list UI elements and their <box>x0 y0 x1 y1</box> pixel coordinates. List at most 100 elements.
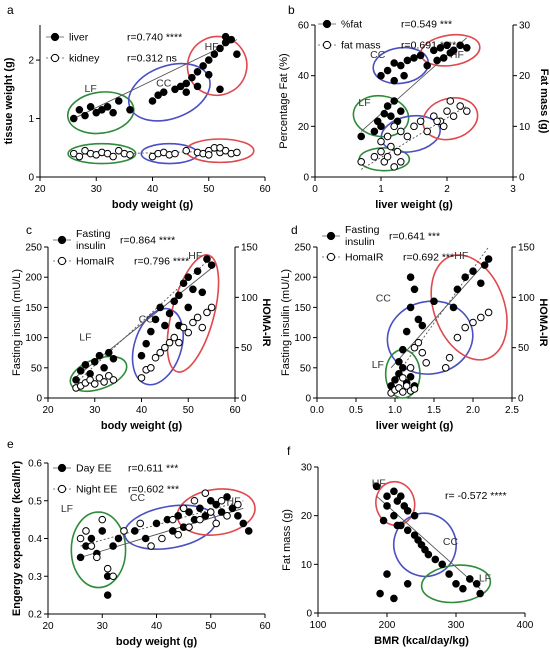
data-point-filled <box>463 44 471 52</box>
group-label-cc: CC <box>443 536 459 548</box>
data-point-filled <box>443 41 451 50</box>
data-point-filled <box>433 56 441 65</box>
y2-tick-label: 0 <box>518 394 524 405</box>
data-point-open <box>463 107 471 115</box>
data-point-filled <box>86 103 95 111</box>
x-tick-label: 30 <box>89 405 101 416</box>
data-point-filled <box>383 492 391 501</box>
group-label-hf: HF <box>188 250 202 262</box>
data-point-filled <box>168 527 177 535</box>
correlation-label: r=0.602 *** <box>128 484 179 496</box>
x-tick-label: 20 <box>34 184 46 195</box>
y-tick-label: 100 <box>294 333 311 344</box>
legend-label: %fat <box>341 19 362 31</box>
data-point-open <box>75 152 84 161</box>
data-point-filled <box>373 117 382 126</box>
data-point-open <box>98 515 107 524</box>
y-tick-label: 50 <box>31 363 43 374</box>
y2-axis-title: HOMA-IR <box>537 298 549 346</box>
trend-line <box>390 258 489 369</box>
data-point-filled <box>69 114 78 123</box>
data-point-filled <box>423 61 432 70</box>
data-point-filled <box>103 591 112 599</box>
data-point-filled <box>114 97 123 105</box>
data-point-open <box>469 318 477 327</box>
data-point-filled <box>188 73 196 82</box>
data-point-filled <box>76 553 85 562</box>
data-point-open <box>357 158 366 166</box>
panel-letter: f <box>287 444 291 458</box>
data-point-filled <box>372 482 381 491</box>
y2-tick-label: 0 <box>519 173 525 184</box>
data-point-open <box>151 353 160 362</box>
data-point-open <box>399 388 407 396</box>
group-label-lf: LF <box>358 97 370 109</box>
data-point-open <box>217 496 226 505</box>
data-point-filled <box>472 580 481 588</box>
legend-label: insulin <box>345 236 375 248</box>
legend-marker-filled <box>57 235 67 245</box>
y-tick-label: 0 <box>303 173 309 184</box>
chart-panel-a: a 20 30 40 50 60 0 1 2 body weight (g) tissue weig… <box>3 3 271 211</box>
data-point-filled <box>147 327 155 336</box>
data-point-filled <box>403 526 412 535</box>
data-point-filled <box>184 273 193 282</box>
y-tick-label: 50 <box>300 363 312 374</box>
data-point-open <box>453 333 462 342</box>
legend-label: fat mass <box>341 40 381 52</box>
data-point-open <box>126 150 134 159</box>
data-point-filled <box>185 508 193 516</box>
data-point-filled <box>376 589 384 598</box>
y-tick-label: 0.6 <box>28 459 42 470</box>
data-point-open <box>185 523 193 531</box>
y-tick-label: 200 <box>294 273 311 284</box>
data-point-filled <box>199 62 207 70</box>
data-point-open <box>76 534 85 543</box>
data-point-open <box>87 542 96 550</box>
correlation-label: r=0.864 **** <box>120 235 175 247</box>
data-point-filled <box>228 504 237 513</box>
data-point-filled <box>390 76 399 85</box>
x-tick-label: 30 <box>97 621 109 632</box>
y-tick-label: 0 <box>306 609 312 620</box>
x-tick-label: 20 <box>42 621 54 632</box>
data-point-open <box>393 147 402 156</box>
data-point-filled <box>175 291 183 300</box>
y-tick-label: 0.3 <box>28 572 42 583</box>
legend-label: Day EE <box>76 463 112 475</box>
x-tick-label: 2.0 <box>466 405 480 416</box>
x-tick-label: 40 <box>151 621 163 632</box>
data-point-open <box>416 117 425 126</box>
data-point-filled <box>403 580 412 588</box>
data-point-filled <box>137 351 146 360</box>
data-point-filled <box>430 46 438 55</box>
trend-line <box>73 39 238 119</box>
x-tick-label: 30 <box>91 184 103 195</box>
chart-panel-d: d0.0 0.5 1.0 1.5 2.0 2.5050100150200250050100… <box>280 223 549 432</box>
group-label-lf: LF <box>372 359 384 371</box>
data-point-filled <box>424 550 433 559</box>
data-point-filled <box>182 88 191 97</box>
data-point-filled <box>72 376 80 384</box>
x-tick-label: 40 <box>147 184 159 195</box>
x-tick-label: 1 <box>378 184 384 195</box>
data-point-filled <box>212 500 220 509</box>
data-point-filled <box>174 512 182 520</box>
y2-tick-label: 30 <box>519 21 531 32</box>
y-tick-label: 40 <box>298 71 310 82</box>
data-point-filled <box>239 519 248 528</box>
y-axis-title: tissue weight (g) <box>3 57 15 144</box>
group-label-hf: HF <box>454 250 468 262</box>
data-point-filled <box>445 570 453 578</box>
trend-line <box>80 507 244 558</box>
legend-marker-open <box>326 252 336 262</box>
y-tick-label: 20 <box>301 511 313 522</box>
data-point-open <box>104 372 113 380</box>
data-point-open <box>456 102 465 110</box>
data-point-filled <box>109 542 117 550</box>
data-point-filled <box>223 493 231 501</box>
trend-line <box>75 256 212 384</box>
data-point-filled <box>410 54 418 62</box>
y-tick-label: 1 <box>28 114 34 125</box>
data-point-filled <box>383 66 392 75</box>
